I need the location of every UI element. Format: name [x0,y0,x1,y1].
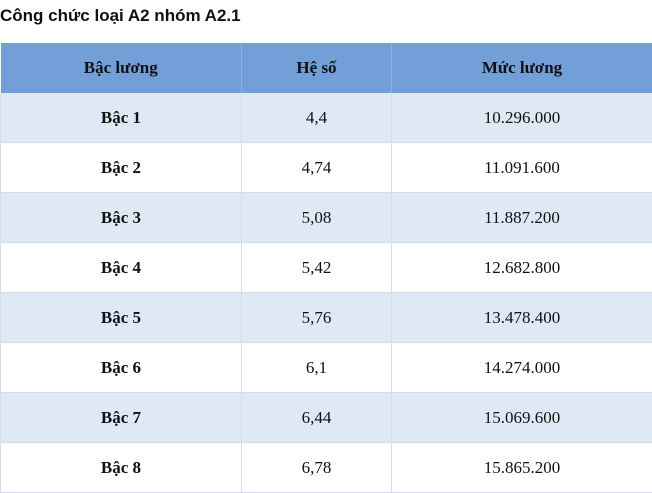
table-cell: 11.887.200 [392,193,652,243]
table-cell: Bậc 2 [1,143,242,193]
column-header: Mức lương [392,43,652,93]
column-header: Hệ số [242,43,392,93]
table-cell: Bậc 5 [1,293,242,343]
table-cell: 4,4 [242,93,392,143]
table-cell: 4,74 [242,143,392,193]
table-cell: 15.865.200 [392,443,652,493]
table-cell: 11.091.600 [392,143,652,193]
table-cell: Bậc 8 [1,443,242,493]
column-header: Bậc lương [1,43,242,93]
table-cell: 15.069.600 [392,393,652,443]
table-cell: Bậc 6 [1,343,242,393]
table-cell: 6,78 [242,443,392,493]
table-cell: 5,08 [242,193,392,243]
table-cell: Bậc 4 [1,243,242,293]
table-cell: Bậc 1 [1,93,242,143]
title: Công chức loại A2 nhóm A2.1 [0,6,241,26]
table-cell: 5,42 [242,243,392,293]
table-cell: 12.682.800 [392,243,652,293]
table-cell: 14.274.000 [392,343,652,393]
table-cell: 10.296.000 [392,93,652,143]
table-cell: 6,1 [242,343,392,393]
table-cell: 13.478.400 [392,293,652,343]
table-cell: Bậc 7 [1,393,242,443]
table-cell: Bậc 3 [1,193,242,243]
table-cell: 6,44 [242,393,392,443]
table-cell: 5,76 [242,293,392,343]
